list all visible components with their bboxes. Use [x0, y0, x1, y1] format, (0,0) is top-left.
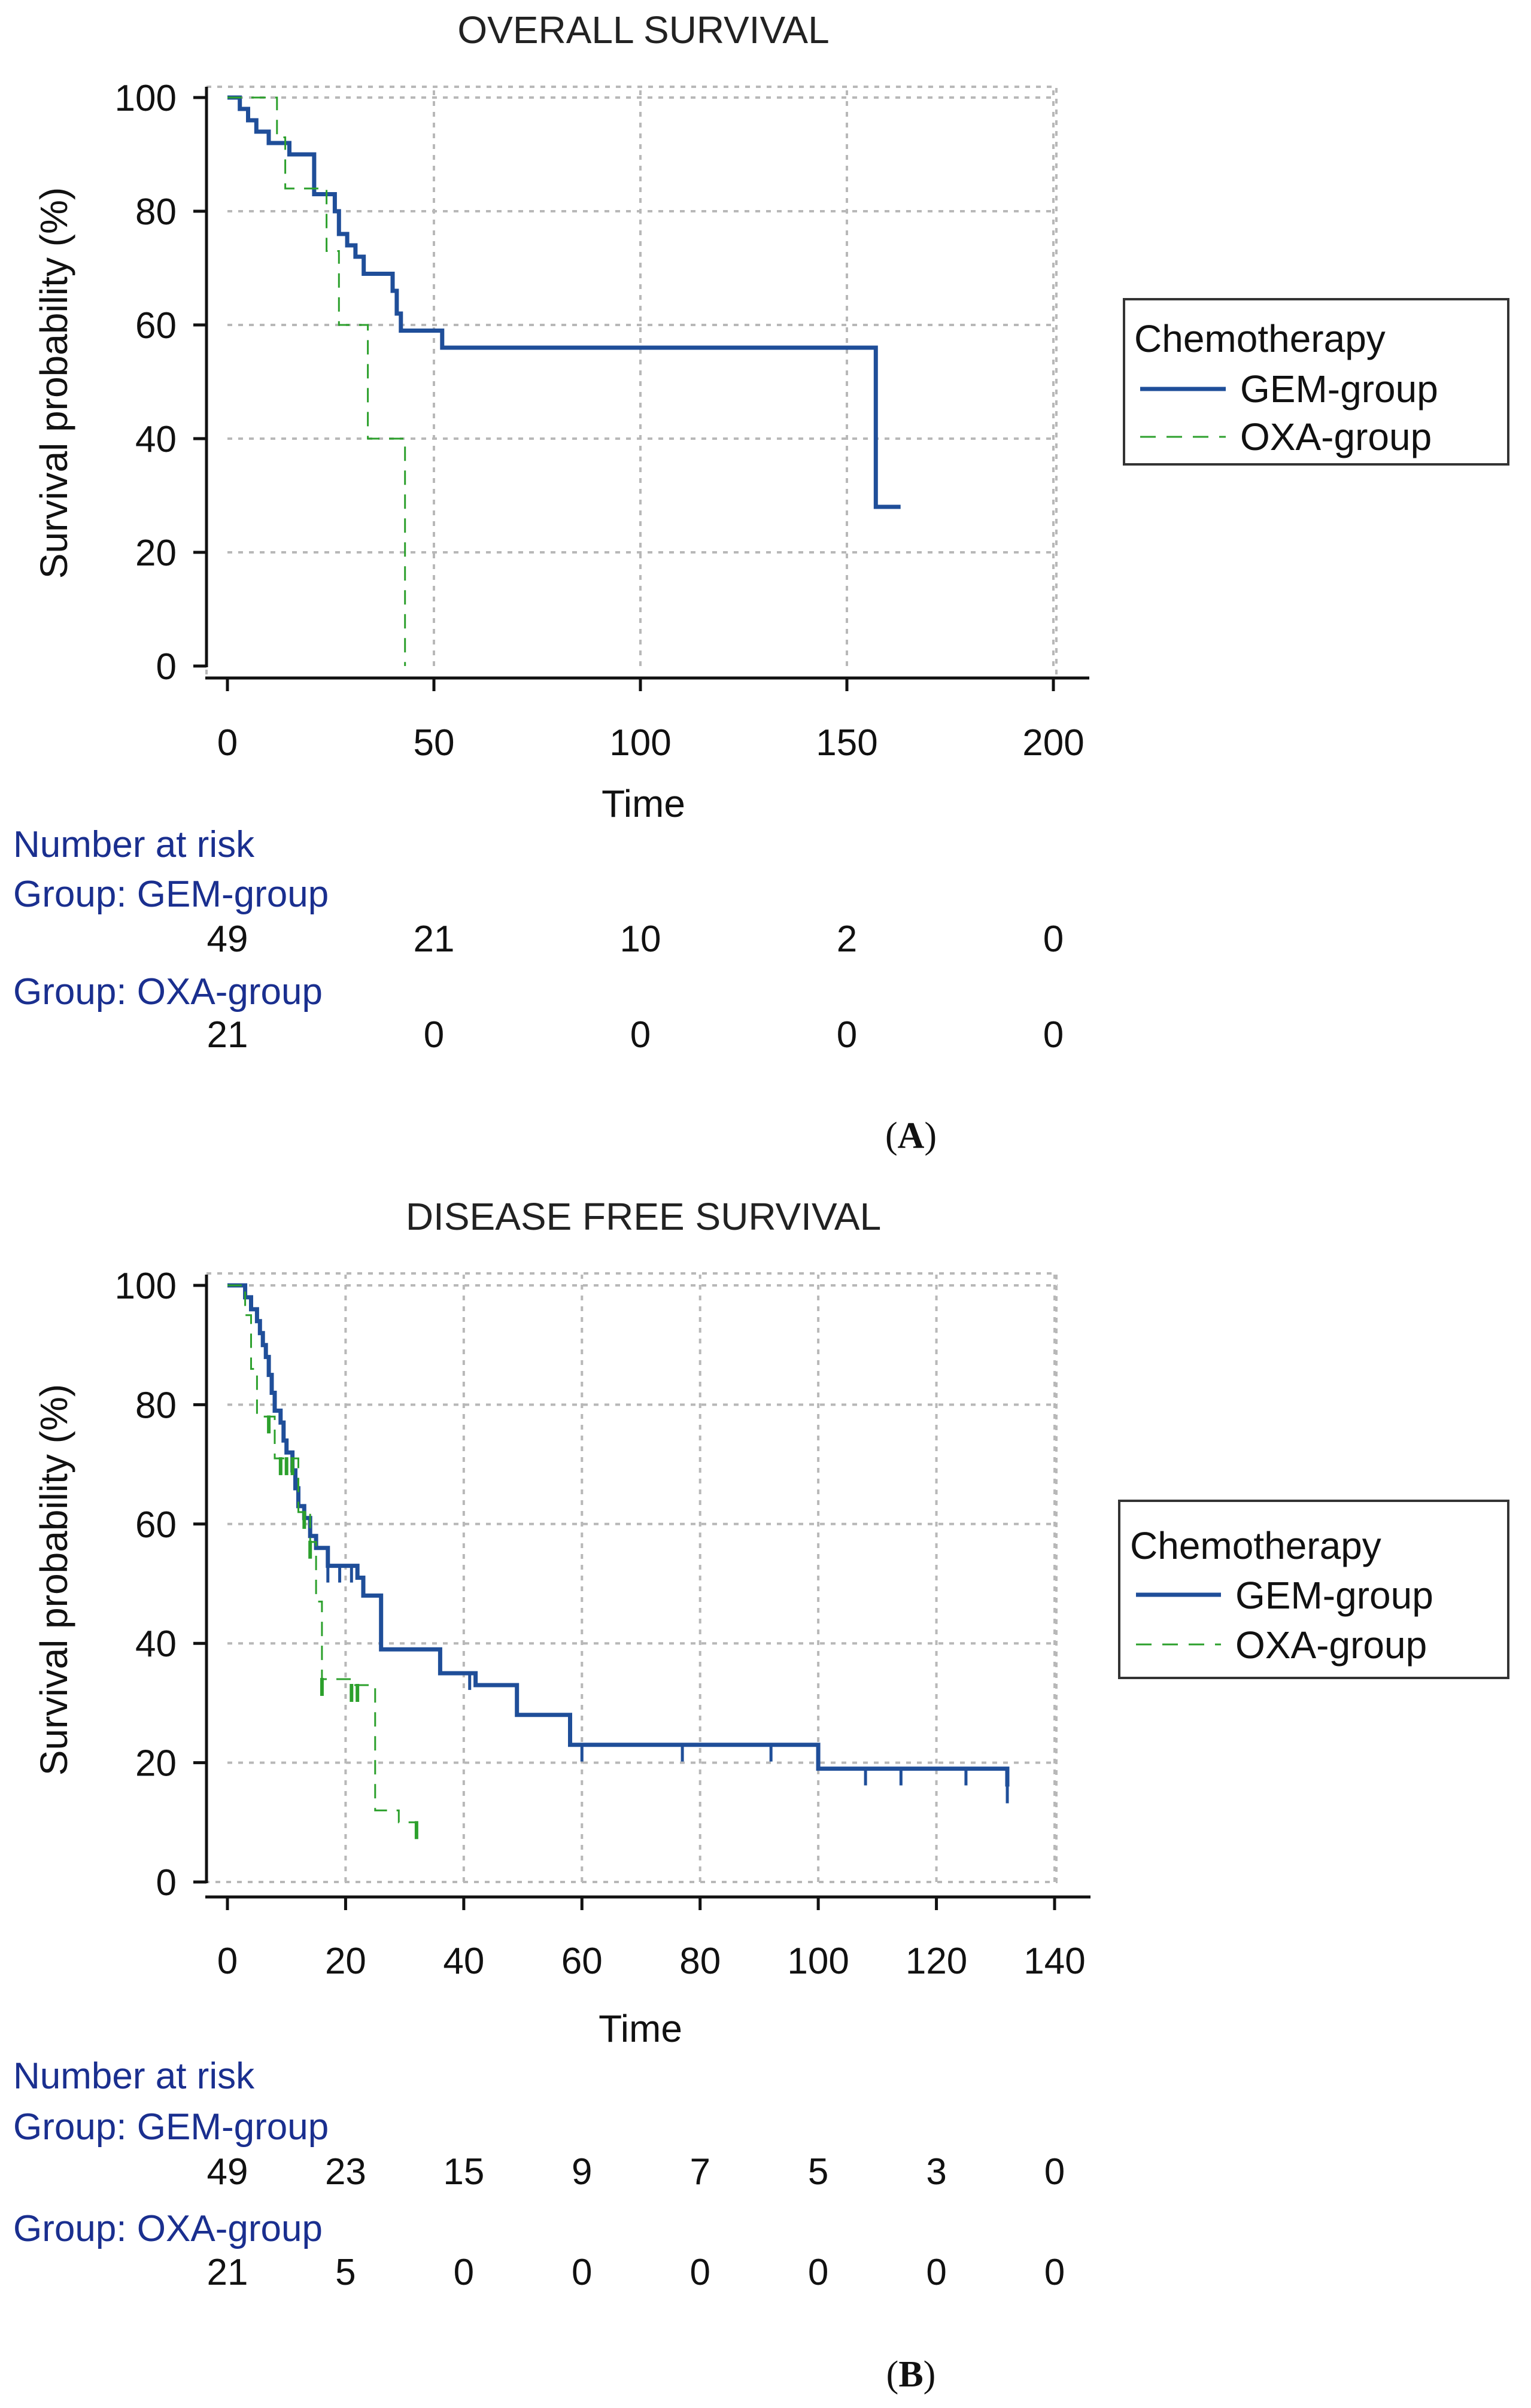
risk-count: 49 — [207, 2151, 248, 2193]
risk-count: 9 — [572, 2151, 592, 2193]
risk-count: 0 — [572, 2252, 592, 2293]
axes — [193, 1275, 1090, 1910]
x-tick-label: 40 — [443, 1941, 484, 1982]
oxa-group-curve — [227, 96, 406, 666]
x-tick-label: 0 — [217, 722, 238, 764]
x-tick-label: 150 — [816, 722, 877, 764]
y-tick-label: 80 — [135, 1385, 177, 1426]
risk-table-title: Number at risk — [13, 2056, 255, 2097]
legend-label-oxa: OXA-group — [1235, 1623, 1427, 1667]
legend: Chemotherapy GEM-group OXA-group — [1123, 298, 1509, 466]
risk-row-label-oxa: Group: OXA-group — [13, 971, 323, 1013]
y-tick-label: 40 — [135, 419, 177, 460]
risk-count: 0 — [1043, 1014, 1064, 1056]
x-tick-label: 20 — [325, 1941, 366, 1982]
risk-row-oxa: 21 0 0 0 0 — [207, 1014, 1064, 1056]
legend: Chemotherapy GEM-group OXA-group — [1118, 1500, 1509, 1679]
legend-label-oxa: OXA-group — [1240, 415, 1432, 458]
x-axis-label: Time — [602, 782, 685, 825]
grid-lines — [227, 1275, 1058, 1882]
risk-count: 15 — [443, 2151, 484, 2193]
risk-count: 2 — [837, 919, 857, 960]
risk-table-title: Number at risk — [13, 824, 255, 865]
survival-curves — [227, 95, 901, 666]
risk-row-oxa: 21 5 0 0 0 0 0 0 — [207, 2252, 1065, 2293]
risk-count: 10 — [620, 919, 661, 960]
panel-label-b: (B) — [886, 2354, 936, 2395]
tick-labels: 0 20 40 60 80 100 0 50 100 150 200 — [115, 78, 1085, 764]
x-tick-label: 120 — [906, 1941, 967, 1982]
x-tick-label: 100 — [787, 1941, 849, 1982]
risk-count: 7 — [689, 2151, 710, 2193]
panel-label-a: (A) — [885, 1115, 937, 1156]
tick-labels: 0 20 40 60 80 100 0 20 40 60 80 100 120 140 — [115, 1266, 1086, 1982]
risk-count: 5 — [335, 2252, 356, 2293]
oxa-group-curve — [227, 1284, 417, 1823]
risk-table: Number at risk Group: GEM-group 49 21 10 2 0… — [13, 824, 1064, 1056]
y-tick-label: 20 — [135, 533, 177, 574]
x-tick-label: 80 — [679, 1941, 721, 1982]
risk-count: 21 — [207, 2252, 248, 2293]
risk-count: 0 — [630, 1014, 651, 1056]
legend-label-gem: GEM-group — [1240, 367, 1438, 411]
y-tick-label: 40 — [135, 1623, 177, 1665]
x-tick-label: 50 — [414, 722, 455, 764]
risk-count: 5 — [808, 2151, 828, 2193]
panel-b: DISEASE FREE SURVIVAL 0 20 40 60 80 100 0 20 40 6… — [13, 1195, 1509, 2395]
risk-row-gem: 49 23 15 9 7 5 3 0 — [207, 2151, 1065, 2193]
plot-frame — [205, 1272, 1058, 1883]
risk-count: 0 — [454, 2252, 474, 2293]
y-tick-label: 100 — [115, 1266, 177, 1307]
y-tick-label: 60 — [135, 305, 177, 346]
x-tick-label: 100 — [609, 722, 671, 764]
risk-count: 0 — [808, 2252, 828, 2293]
risk-count: 0 — [1043, 919, 1064, 960]
grid-lines — [227, 87, 1056, 666]
y-tick-label: 100 — [115, 78, 177, 119]
risk-row-gem: 49 21 10 2 0 — [207, 919, 1064, 960]
y-tick-label: 60 — [135, 1504, 177, 1546]
chart-title: OVERALL SURVIVAL — [457, 8, 829, 51]
y-axis-label: Survival probability (%) — [32, 187, 75, 579]
gem-group-curve — [227, 95, 901, 509]
y-tick-label: 0 — [156, 1862, 177, 1904]
legend-box — [1123, 298, 1509, 466]
legend-title: Chemotherapy — [1130, 1524, 1381, 1567]
panel-letter-a: A — [898, 1115, 925, 1156]
risk-count: 0 — [689, 2252, 710, 2293]
x-tick-label: 0 — [217, 1941, 238, 1982]
risk-count: 49 — [207, 919, 248, 960]
risk-count: 0 — [1044, 2151, 1065, 2193]
y-tick-label: 0 — [156, 646, 177, 688]
y-tick-label: 80 — [135, 191, 177, 233]
risk-count: 0 — [837, 1014, 857, 1056]
risk-row-label-gem: Group: GEM-group — [13, 874, 329, 915]
x-axis-label: Time — [599, 2007, 682, 2050]
risk-table: Number at risk Group: GEM-group 49 23 15 9 7… — [13, 2056, 1065, 2293]
x-tick-label: 140 — [1023, 1941, 1085, 1982]
risk-count: 23 — [325, 2151, 366, 2193]
risk-count: 0 — [1044, 2252, 1065, 2293]
y-tick-label: 20 — [135, 1743, 177, 1784]
survival-curves — [227, 1283, 1010, 1840]
risk-count: 21 — [207, 1014, 248, 1056]
risk-count: 3 — [926, 2151, 946, 2193]
x-tick-label: 60 — [561, 1941, 603, 1982]
panel-letter-b: B — [898, 2354, 923, 2395]
risk-count: 0 — [424, 1014, 444, 1056]
legend-box — [1118, 1500, 1509, 1679]
y-axis-label: Survival probability (%) — [32, 1384, 75, 1775]
legend-label-gem: GEM-group — [1235, 1574, 1433, 1617]
chart-title: DISEASE FREE SURVIVAL — [406, 1195, 881, 1238]
gem-group-curve — [227, 1283, 1010, 1787]
axes — [193, 87, 1089, 691]
risk-row-label-gem: Group: GEM-group — [13, 2106, 329, 2148]
risk-count: 21 — [414, 919, 455, 960]
x-tick-label: 200 — [1022, 722, 1084, 764]
legend-title: Chemotherapy — [1134, 317, 1386, 360]
risk-count: 0 — [926, 2252, 946, 2293]
risk-row-label-oxa: Group: OXA-group — [13, 2208, 323, 2249]
